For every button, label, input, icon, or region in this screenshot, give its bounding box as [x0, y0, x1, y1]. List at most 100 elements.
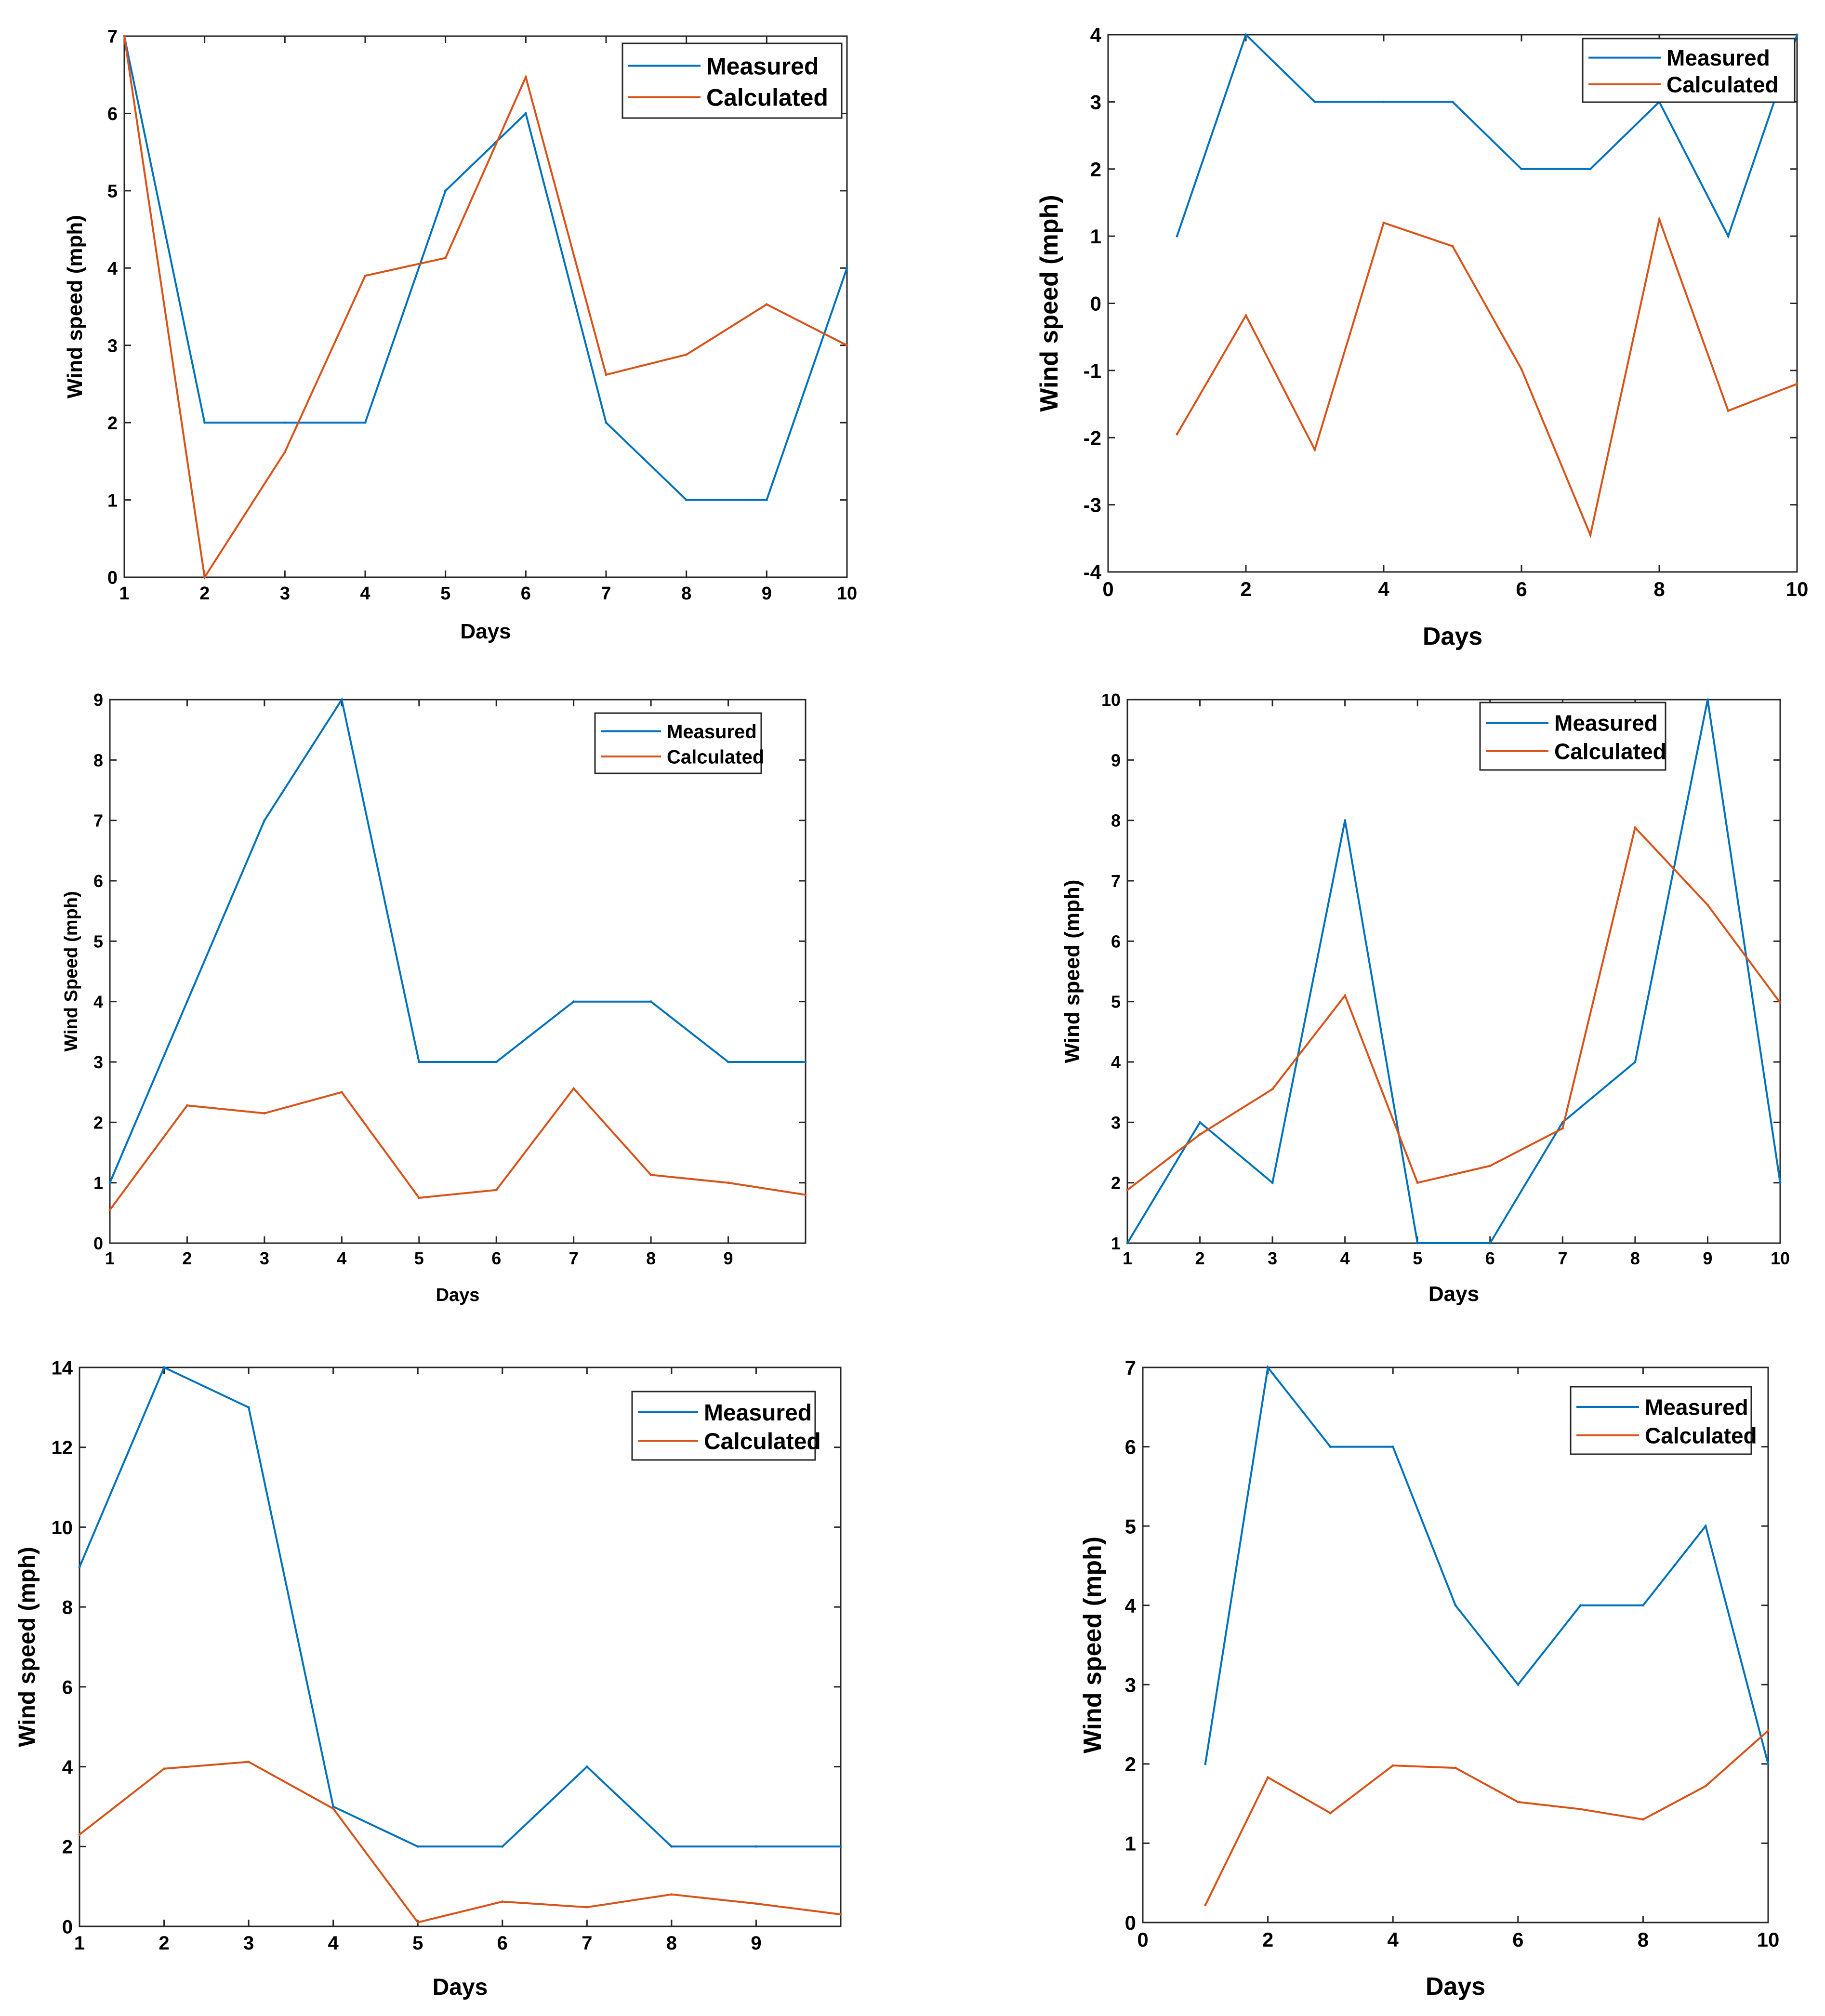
y-tick-label: 2 — [93, 1113, 103, 1132]
x-tick-label: 2 — [1240, 578, 1251, 600]
data-point-measured — [670, 1845, 673, 1848]
data-point-measured — [1244, 33, 1247, 36]
y-axis-label: Wind speed (mph) — [14, 1547, 40, 1747]
axes-frame — [1142, 1366, 1769, 1923]
y-tick-label: -4 — [1084, 561, 1102, 584]
data-point-measured — [685, 499, 688, 502]
x-tick-label: 5 — [412, 1933, 423, 1954]
y-tick-label: 10 — [1101, 690, 1121, 710]
axes-frame — [109, 699, 807, 1244]
data-point-calculated — [1641, 1818, 1644, 1821]
x-tick-label: 8 — [1638, 1928, 1649, 1951]
x-tick-label: 8 — [646, 1248, 656, 1268]
legend-label-measured: Measured — [1554, 711, 1658, 736]
x-tick-label: 3 — [243, 1933, 254, 1954]
x-tick-label: 6 — [491, 1248, 501, 1268]
data-point-measured — [1126, 1242, 1129, 1245]
data-point-measured — [108, 1181, 111, 1184]
data-point-calculated — [1344, 994, 1347, 997]
data-point-calculated — [283, 451, 286, 453]
data-point-measured — [416, 1845, 419, 1848]
data-point-calculated — [1267, 1776, 1270, 1779]
x-tick-label: 2 — [1262, 1928, 1273, 1951]
data-point-calculated — [1176, 433, 1178, 436]
data-point-calculated — [1391, 1764, 1394, 1767]
x-tick-label: 10 — [837, 584, 857, 604]
data-point-measured — [1329, 1446, 1332, 1448]
data-point-measured — [1634, 1061, 1637, 1063]
data-point-measured — [1382, 100, 1385, 103]
y-axis-label: Wind speed (mph) — [1079, 1537, 1107, 1753]
data-point-calculated — [444, 256, 447, 259]
chart-panel-6: 0 2 4 6 8 10 0 1 2 3 4 5 6 7 Days Wind speed (mph) Measu… — [1079, 1356, 1779, 2001]
x-tick-label: 5 — [440, 584, 450, 604]
data-point-calculated — [1313, 448, 1316, 451]
data-point-calculated — [203, 576, 206, 579]
data-point-calculated — [685, 353, 688, 356]
data-point-calculated — [185, 1104, 188, 1107]
y-tick-label: 7 — [1125, 1356, 1136, 1379]
data-point-measured — [163, 1366, 166, 1369]
legend-label-measured: Measured — [1645, 1395, 1748, 1420]
y-tick-label: 5 — [1111, 992, 1121, 1012]
x-tick-label: 4 — [1378, 578, 1389, 600]
data-point-calculated — [495, 1189, 498, 1192]
data-point-calculated — [754, 1902, 757, 1905]
legend — [631, 1391, 816, 1461]
legend — [1582, 38, 1796, 103]
x-tick-label: 9 — [1703, 1248, 1712, 1268]
data-point-measured — [418, 1061, 421, 1063]
y-tick-label: 2 — [1111, 1173, 1121, 1193]
x-axis-label: Days — [1426, 1973, 1485, 2001]
x-tick-label: 7 — [601, 584, 611, 604]
series-line-measured — [109, 697, 806, 1183]
data-point-measured — [1767, 1763, 1770, 1765]
y-tick-label: 6 — [62, 1677, 73, 1698]
x-tick-label: 6 — [1512, 1928, 1523, 1951]
legend — [1479, 702, 1666, 771]
data-point-calculated — [1382, 221, 1385, 224]
x-tick-label: 1 — [119, 584, 129, 604]
x-tick-label: 3 — [260, 1248, 269, 1268]
data-point-measured — [1313, 100, 1316, 103]
y-tick-label: 6 — [93, 871, 103, 891]
y-tick-label: 8 — [93, 750, 103, 770]
x-tick-label: 1 — [105, 1248, 115, 1268]
series-line-calculated — [1126, 825, 1781, 1191]
data-point-measured — [185, 1000, 188, 1003]
data-point-measured — [1451, 100, 1454, 103]
data-point-measured — [1727, 235, 1730, 238]
y-tick-label: 8 — [62, 1597, 73, 1618]
x-tick-label: 9 — [724, 1248, 733, 1268]
x-tick-label: 10 — [1786, 578, 1809, 600]
x-tick-label: 4 — [328, 1933, 339, 1954]
y-tick-label: 0 — [62, 1916, 73, 1937]
y-tick-label: 4 — [62, 1757, 73, 1778]
x-tick-label: 0 — [1102, 578, 1113, 600]
x-tick-label: 0 — [1137, 1928, 1148, 1951]
x-axis-label: Days — [1428, 1282, 1479, 1306]
y-tick-label: 5 — [93, 931, 103, 951]
data-point-calculated — [1589, 533, 1592, 536]
y-tick-label: 3 — [93, 1052, 103, 1072]
legend-label-calculated: Calculated — [1554, 739, 1666, 764]
x-tick-label: 6 — [1485, 1248, 1495, 1268]
data-point-measured — [1391, 1446, 1394, 1448]
legend — [594, 712, 762, 774]
axes-frame — [123, 35, 848, 578]
x-tick-label: 2 — [1195, 1248, 1205, 1268]
data-point-calculated — [1454, 1766, 1457, 1769]
y-axis-label: Wind Speed (mph) — [61, 891, 81, 1051]
data-point-measured — [1579, 1604, 1582, 1607]
x-tick-label: 6 — [1516, 578, 1527, 600]
x-tick-label: 3 — [1268, 1248, 1277, 1268]
y-tick-label: 4 — [107, 259, 118, 279]
y-tick-label: 1 — [1125, 1832, 1136, 1855]
data-point-calculated — [765, 303, 768, 306]
data-point-calculated — [1244, 314, 1247, 317]
axes-frame — [1126, 699, 1781, 1244]
series-line-measured — [1176, 33, 1798, 239]
y-tick-label: 8 — [1111, 811, 1121, 831]
data-point-measured — [495, 1061, 498, 1063]
data-point-calculated — [364, 274, 367, 277]
